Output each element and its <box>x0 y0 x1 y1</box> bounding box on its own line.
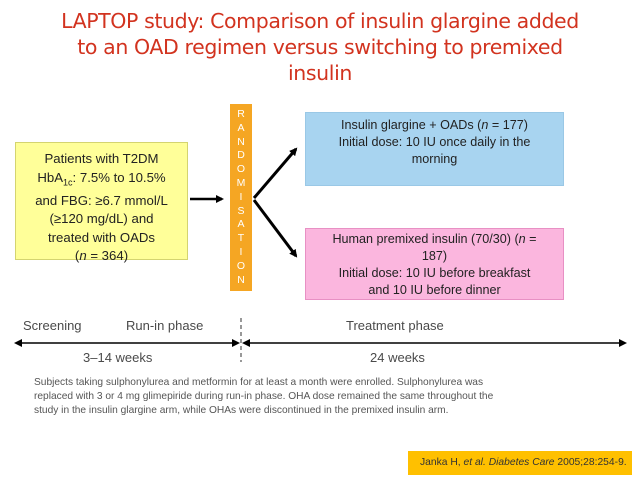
patients-line-3: and FBG: ≥6.7 mmol/L <box>35 192 168 208</box>
treatment-weeks: 24 weeks <box>370 350 425 365</box>
arm-glargine-line-2: Initial dose: 10 IU once daily in the <box>338 135 531 149</box>
randomisation-letter: O <box>236 163 246 176</box>
arm-glargine-n-value: = 177) <box>488 118 528 132</box>
arm-premixed-line-3: Initial dose: 10 IU before breakfast <box>338 266 531 280</box>
title-line-2: to an OAD regimen versus switching to pr… <box>77 35 563 59</box>
arm-premixed-n-var: n <box>518 232 526 246</box>
patients-box: Patients with T2DM HbA1c: 7.5% to 10.5% … <box>15 142 188 263</box>
arm-glargine-n-var: n <box>481 118 489 132</box>
footnote-line-2: replaced with 3 or 4 mg glimepiride duri… <box>34 391 494 403</box>
patients-hba1c-line: HbA1c: 7.5% to 10.5% <box>16 169 187 192</box>
randomisation-letter: D <box>237 149 245 162</box>
reference-citation: 2005;28:254-9. <box>554 457 627 468</box>
reference-etal: et al. <box>463 457 486 468</box>
arm-glargine-line-1: Insulin glargine + OADs (n = 177) <box>306 117 563 134</box>
footnote-line-1: Subjects taking sulphonylurea and metfor… <box>34 377 484 388</box>
patients-line-4: (≥120 mg/dL) and <box>49 211 154 227</box>
phase-runin: Run-in phase <box>126 318 204 333</box>
randomisation-letter: N <box>237 135 245 148</box>
arm-premixed-line-4: and 10 IU before dinner <box>368 283 501 297</box>
randomisation-letter: O <box>236 259 246 272</box>
phase-treatment: Treatment phase <box>346 318 444 333</box>
arrow-to-premixed-arm <box>252 199 298 258</box>
randomisation-letter: R <box>237 108 245 120</box>
phase-screening: Screening <box>23 318 82 333</box>
reference-box: Janka H, et al. Diabetes Care 2005;28:25… <box>408 451 632 475</box>
arm-premixed-box: Human premixed insulin (70/30) (n = 187)… <box>305 228 564 300</box>
hba-suffix: : 7.5% to 10.5% <box>72 169 166 185</box>
arm-glargine-label: Insulin glargine + OADs ( <box>341 118 482 132</box>
title-line-1: LAPTOP study: Comparison of insulin glar… <box>61 9 579 33</box>
arm-premixed-label: Human premixed insulin (70/30) ( <box>332 232 519 246</box>
randomisation-letter: I <box>239 245 243 258</box>
randomisation-letter: N <box>237 273 245 286</box>
arm-premixed-line-1: Human premixed insulin (70/30) (n = <box>306 231 563 248</box>
randomisation-letter: A <box>237 121 245 134</box>
hba-subscript: 1c <box>63 177 73 188</box>
patients-n-rest: = 364) <box>86 248 129 264</box>
footnote-line-3: study in the insulin glargine arm, while… <box>34 405 449 417</box>
patients-n-var: n <box>79 248 87 264</box>
title-line-3: insulin <box>288 61 352 85</box>
patients-n-open: ( <box>74 248 80 264</box>
patients-line-5: treated with OADs <box>47 229 155 245</box>
arrow-to-glargine-arm <box>252 147 298 199</box>
reference-journal: Diabetes Care <box>485 457 555 468</box>
arm-glargine-line-3: morning <box>411 152 458 166</box>
slide-title: LAPTOP study: Comparison of insulin glar… <box>20 8 620 86</box>
patients-line-1: Patients with T2DM <box>44 151 159 166</box>
hba-prefix: HbA <box>37 169 64 185</box>
arm-glargine-box: Insulin glargine + OADs (n = 177) Initia… <box>305 112 564 186</box>
arm-premixed-line-2: 187) <box>421 249 448 263</box>
footnote: Subjects taking sulphonylurea and metfor… <box>34 376 624 419</box>
patients-n-line: (n = 364) <box>16 247 187 266</box>
randomisation-letter: S <box>237 204 245 217</box>
randomisation-letter: T <box>237 232 245 245</box>
reference-authors: Janka H, <box>420 457 464 468</box>
randomisation-letter: A <box>237 218 245 231</box>
runin-weeks: 3–14 weeks <box>83 350 153 365</box>
randomisation-letter: M <box>236 176 246 189</box>
randomisation-letter: I <box>239 190 243 203</box>
arm-premixed-n-eq: = <box>525 232 537 246</box>
